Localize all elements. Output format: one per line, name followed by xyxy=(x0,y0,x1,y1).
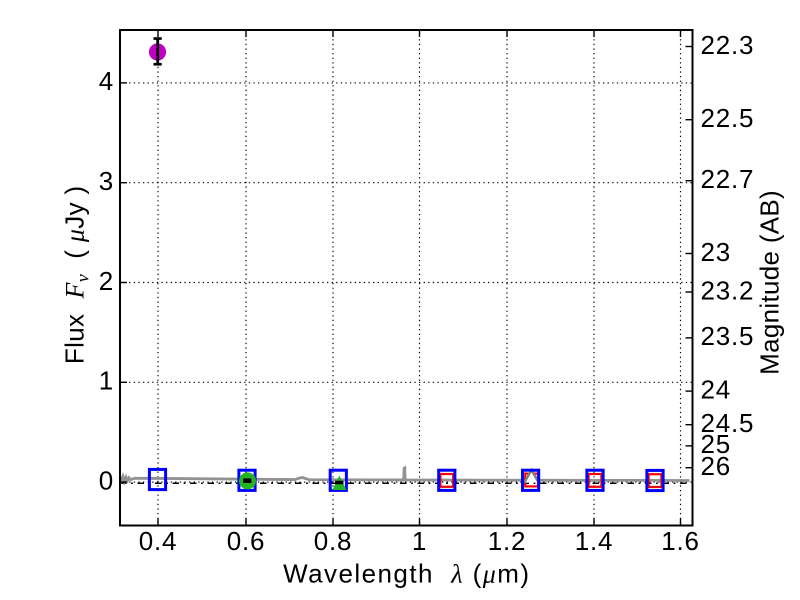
svg-text:1: 1 xyxy=(99,366,114,396)
svg-text:23.2: 23.2 xyxy=(701,275,755,305)
svg-text:22.3: 22.3 xyxy=(701,30,755,60)
svg-text:Flux Fν ( μJy ): Flux Fν ( μJy ) xyxy=(60,185,93,364)
svg-text:26: 26 xyxy=(701,451,732,481)
svg-text:4: 4 xyxy=(99,66,114,96)
svg-text:25: 25 xyxy=(701,429,732,459)
svg-text:0: 0 xyxy=(99,465,114,495)
svg-text:2: 2 xyxy=(99,266,114,296)
svg-text:0.8: 0.8 xyxy=(314,526,353,556)
svg-text:1.4: 1.4 xyxy=(575,526,614,556)
svg-text:3: 3 xyxy=(99,166,114,196)
svg-text:0.6: 0.6 xyxy=(227,526,266,556)
svg-text:1.2: 1.2 xyxy=(488,526,527,556)
svg-text:22.7: 22.7 xyxy=(701,164,755,194)
svg-text:0.4: 0.4 xyxy=(139,526,178,556)
svg-text:22.5: 22.5 xyxy=(701,103,755,133)
svg-text:1.6: 1.6 xyxy=(661,526,700,556)
svg-text:23: 23 xyxy=(701,237,732,267)
svg-text:24: 24 xyxy=(701,374,732,404)
svg-text:Magnitude (AB): Magnitude (AB) xyxy=(755,190,785,375)
svg-text:Wavelength λ (μm): Wavelength λ (μm) xyxy=(283,559,530,589)
svg-text:1: 1 xyxy=(412,526,427,556)
svg-text:24.5: 24.5 xyxy=(701,408,755,438)
svg-text:23.5: 23.5 xyxy=(701,321,755,351)
